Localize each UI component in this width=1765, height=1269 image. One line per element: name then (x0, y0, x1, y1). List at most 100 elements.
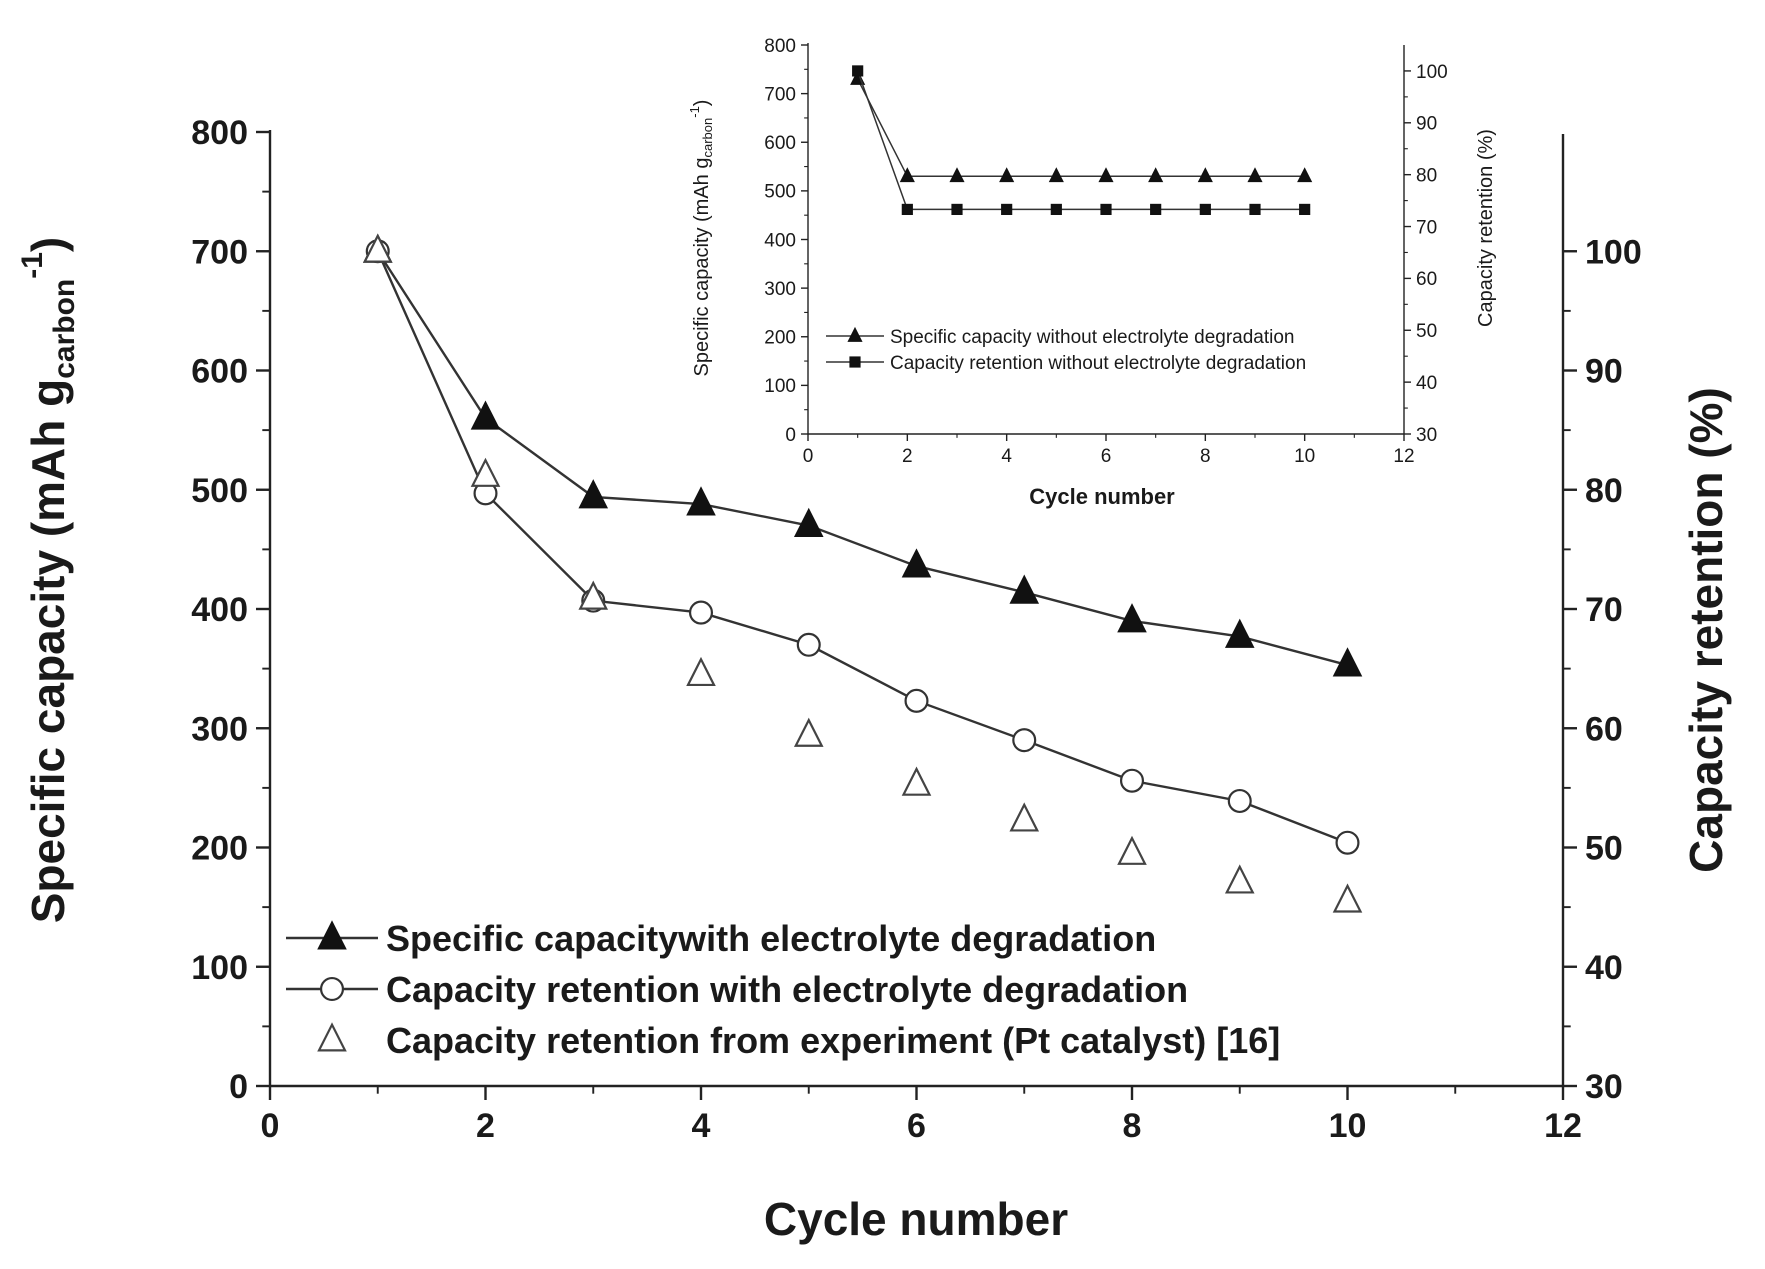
inset-y2-tick-label: 100 (1416, 62, 1448, 83)
main-x-axis-title: Cycle number (764, 1193, 1068, 1245)
inset-legend: Specific capacity without electrolyte de… (826, 327, 1306, 374)
inset-y-axis-title: Specific capacity (mAh gcarbon-1) (687, 100, 715, 377)
main-series-2-point (904, 688, 929, 713)
inset-x-tick-label: 8 (1200, 446, 1211, 467)
main-x-tick-label: 4 (692, 1107, 711, 1145)
main-series-3-point (1117, 835, 1147, 865)
inset-y2-tick-label: 70 (1416, 217, 1437, 238)
inset-y-axis-title-text: Specific capacity (mAh g (691, 158, 713, 377)
main-x-tick-label: 12 (1544, 1107, 1582, 1145)
main-y-tick-label: 400 (191, 591, 248, 629)
inset-series-2-point (1001, 203, 1013, 216)
inset-y-tick-label: 500 (764, 182, 796, 203)
inset-series-1-point (1247, 167, 1263, 183)
inset-series-2-point (1249, 203, 1261, 216)
inset-legend-marker (847, 326, 863, 342)
main-series-3-point (362, 233, 393, 263)
main-series-2-point (1335, 830, 1360, 855)
inset-series-1-point (899, 167, 915, 183)
main-y-tick-label: 700 (191, 233, 248, 271)
main-y-axis-title-sub: carbon (48, 279, 81, 379)
inset-series-1-point (1098, 167, 1114, 183)
main-series-1-point (793, 507, 824, 537)
main-series-3-point (1224, 864, 1255, 894)
main-series-2-point (796, 632, 821, 657)
inset-series-2-point (1050, 203, 1062, 216)
main-y-tick-label: 500 (191, 472, 248, 510)
inset-y-tick-label: 200 (764, 328, 796, 349)
inset-legend-label: Capacity retention without electrolyte d… (890, 353, 1306, 374)
main-series-1-point (470, 400, 501, 430)
main-legend-label: Specific capacitywith electrolyte degrad… (386, 918, 1156, 959)
main-series-3-point (901, 766, 932, 796)
inset-y2-tick-label: 30 (1416, 425, 1437, 446)
inset-series-2-point (951, 203, 963, 216)
main-legend-marker (319, 976, 345, 1002)
inset-y2-tick-label: 50 (1416, 321, 1437, 342)
main-x-tick-label: 0 (261, 1107, 280, 1145)
main-x-tick-label: 10 (1329, 1107, 1367, 1145)
inset-series-2-point (1199, 203, 1211, 216)
inset-y-tick-label: 400 (764, 230, 796, 251)
inset-series-1-line (856, 78, 1305, 178)
main-x-tick-label: 8 (1123, 1107, 1142, 1145)
main-series-3-point (686, 656, 716, 687)
inset-series-1-point (1148, 167, 1164, 183)
inset-y2-tick-label: 80 (1416, 166, 1437, 187)
main-y2-tick-label: 40 (1585, 949, 1623, 987)
inset-x-tick-label: 12 (1393, 446, 1414, 467)
main-x-tick-label: 6 (907, 1107, 926, 1145)
main-y2-tick-label: 30 (1585, 1068, 1623, 1106)
main-y-tick-label: 0 (229, 1068, 248, 1106)
inset-y-axis-title-sup: -1 (687, 106, 702, 118)
main-series-1-point (901, 548, 932, 578)
main-axes: 0100200300400500600700800304050607080901… (191, 114, 1641, 1145)
inset-y-tick-label: 0 (785, 425, 796, 446)
main-legend: Specific capacitywith electrolyte degrad… (286, 918, 1280, 1061)
inset-axes: 0100200300400500600700800304050607080901… (764, 36, 1447, 467)
inset-series-1-point (1297, 167, 1313, 183)
main-y-axis-title: Specific capacity (mAh gcarbon-1) (16, 237, 81, 924)
inset-y2-tick-label: 90 (1416, 114, 1437, 135)
main-series-2-point (1012, 728, 1037, 753)
inset-series-1-point (1197, 167, 1213, 183)
main-y2-tick-label: 90 (1585, 353, 1623, 391)
main-series-1-point (1009, 574, 1040, 604)
main-series-2-point (1227, 788, 1252, 814)
main-series-2-line (376, 250, 1348, 844)
inset-y-tick-label: 800 (764, 36, 796, 57)
main-y2-tick-label: 60 (1585, 710, 1623, 748)
inset-series-1-point (949, 167, 965, 183)
inset-series-2-point (1299, 203, 1311, 216)
main-y2-tick-label: 50 (1585, 830, 1623, 868)
inset-y-axis-title-close: ) (691, 100, 713, 107)
main-series-1-line (376, 250, 1348, 667)
main-series-3-point (793, 717, 824, 747)
inset-x-axis-title: Cycle number (1029, 484, 1175, 509)
inset-x-tick-label: 4 (1001, 446, 1012, 467)
main-x-tick-label: 2 (476, 1107, 495, 1145)
main-y-axis-title-close: ) (22, 237, 74, 252)
main-series (362, 233, 1363, 913)
main-y-axis-title-sup: -1 (16, 252, 49, 279)
main-legend-marker (317, 920, 347, 950)
inset-y-axis-title-sub: carbon (700, 118, 715, 158)
main-series-1-point (1117, 603, 1147, 633)
inset-y-tick-label: 100 (764, 376, 796, 397)
inset-legend-label: Specific capacity without electrolyte de… (890, 327, 1295, 348)
inset-y-tick-label: 300 (764, 279, 796, 300)
inset-series-2-line (856, 70, 1305, 211)
main-legend-marker (317, 1022, 347, 1052)
inset-series-2-point (1100, 203, 1112, 216)
main-series-2-point (688, 600, 714, 625)
main-legend-label: Capacity retention from experiment (Pt c… (386, 1020, 1280, 1061)
main-y-tick-label: 300 (191, 710, 248, 748)
main-legend-label: Capacity retention with electrolyte degr… (386, 969, 1188, 1010)
main-series-3-point (470, 457, 501, 487)
inset-y2-tick-label: 40 (1416, 373, 1437, 394)
main-series-1-point (1224, 618, 1255, 648)
main-series-3-point (1332, 883, 1363, 913)
inset-series (850, 65, 1313, 216)
main-series-2-point (1119, 768, 1145, 793)
